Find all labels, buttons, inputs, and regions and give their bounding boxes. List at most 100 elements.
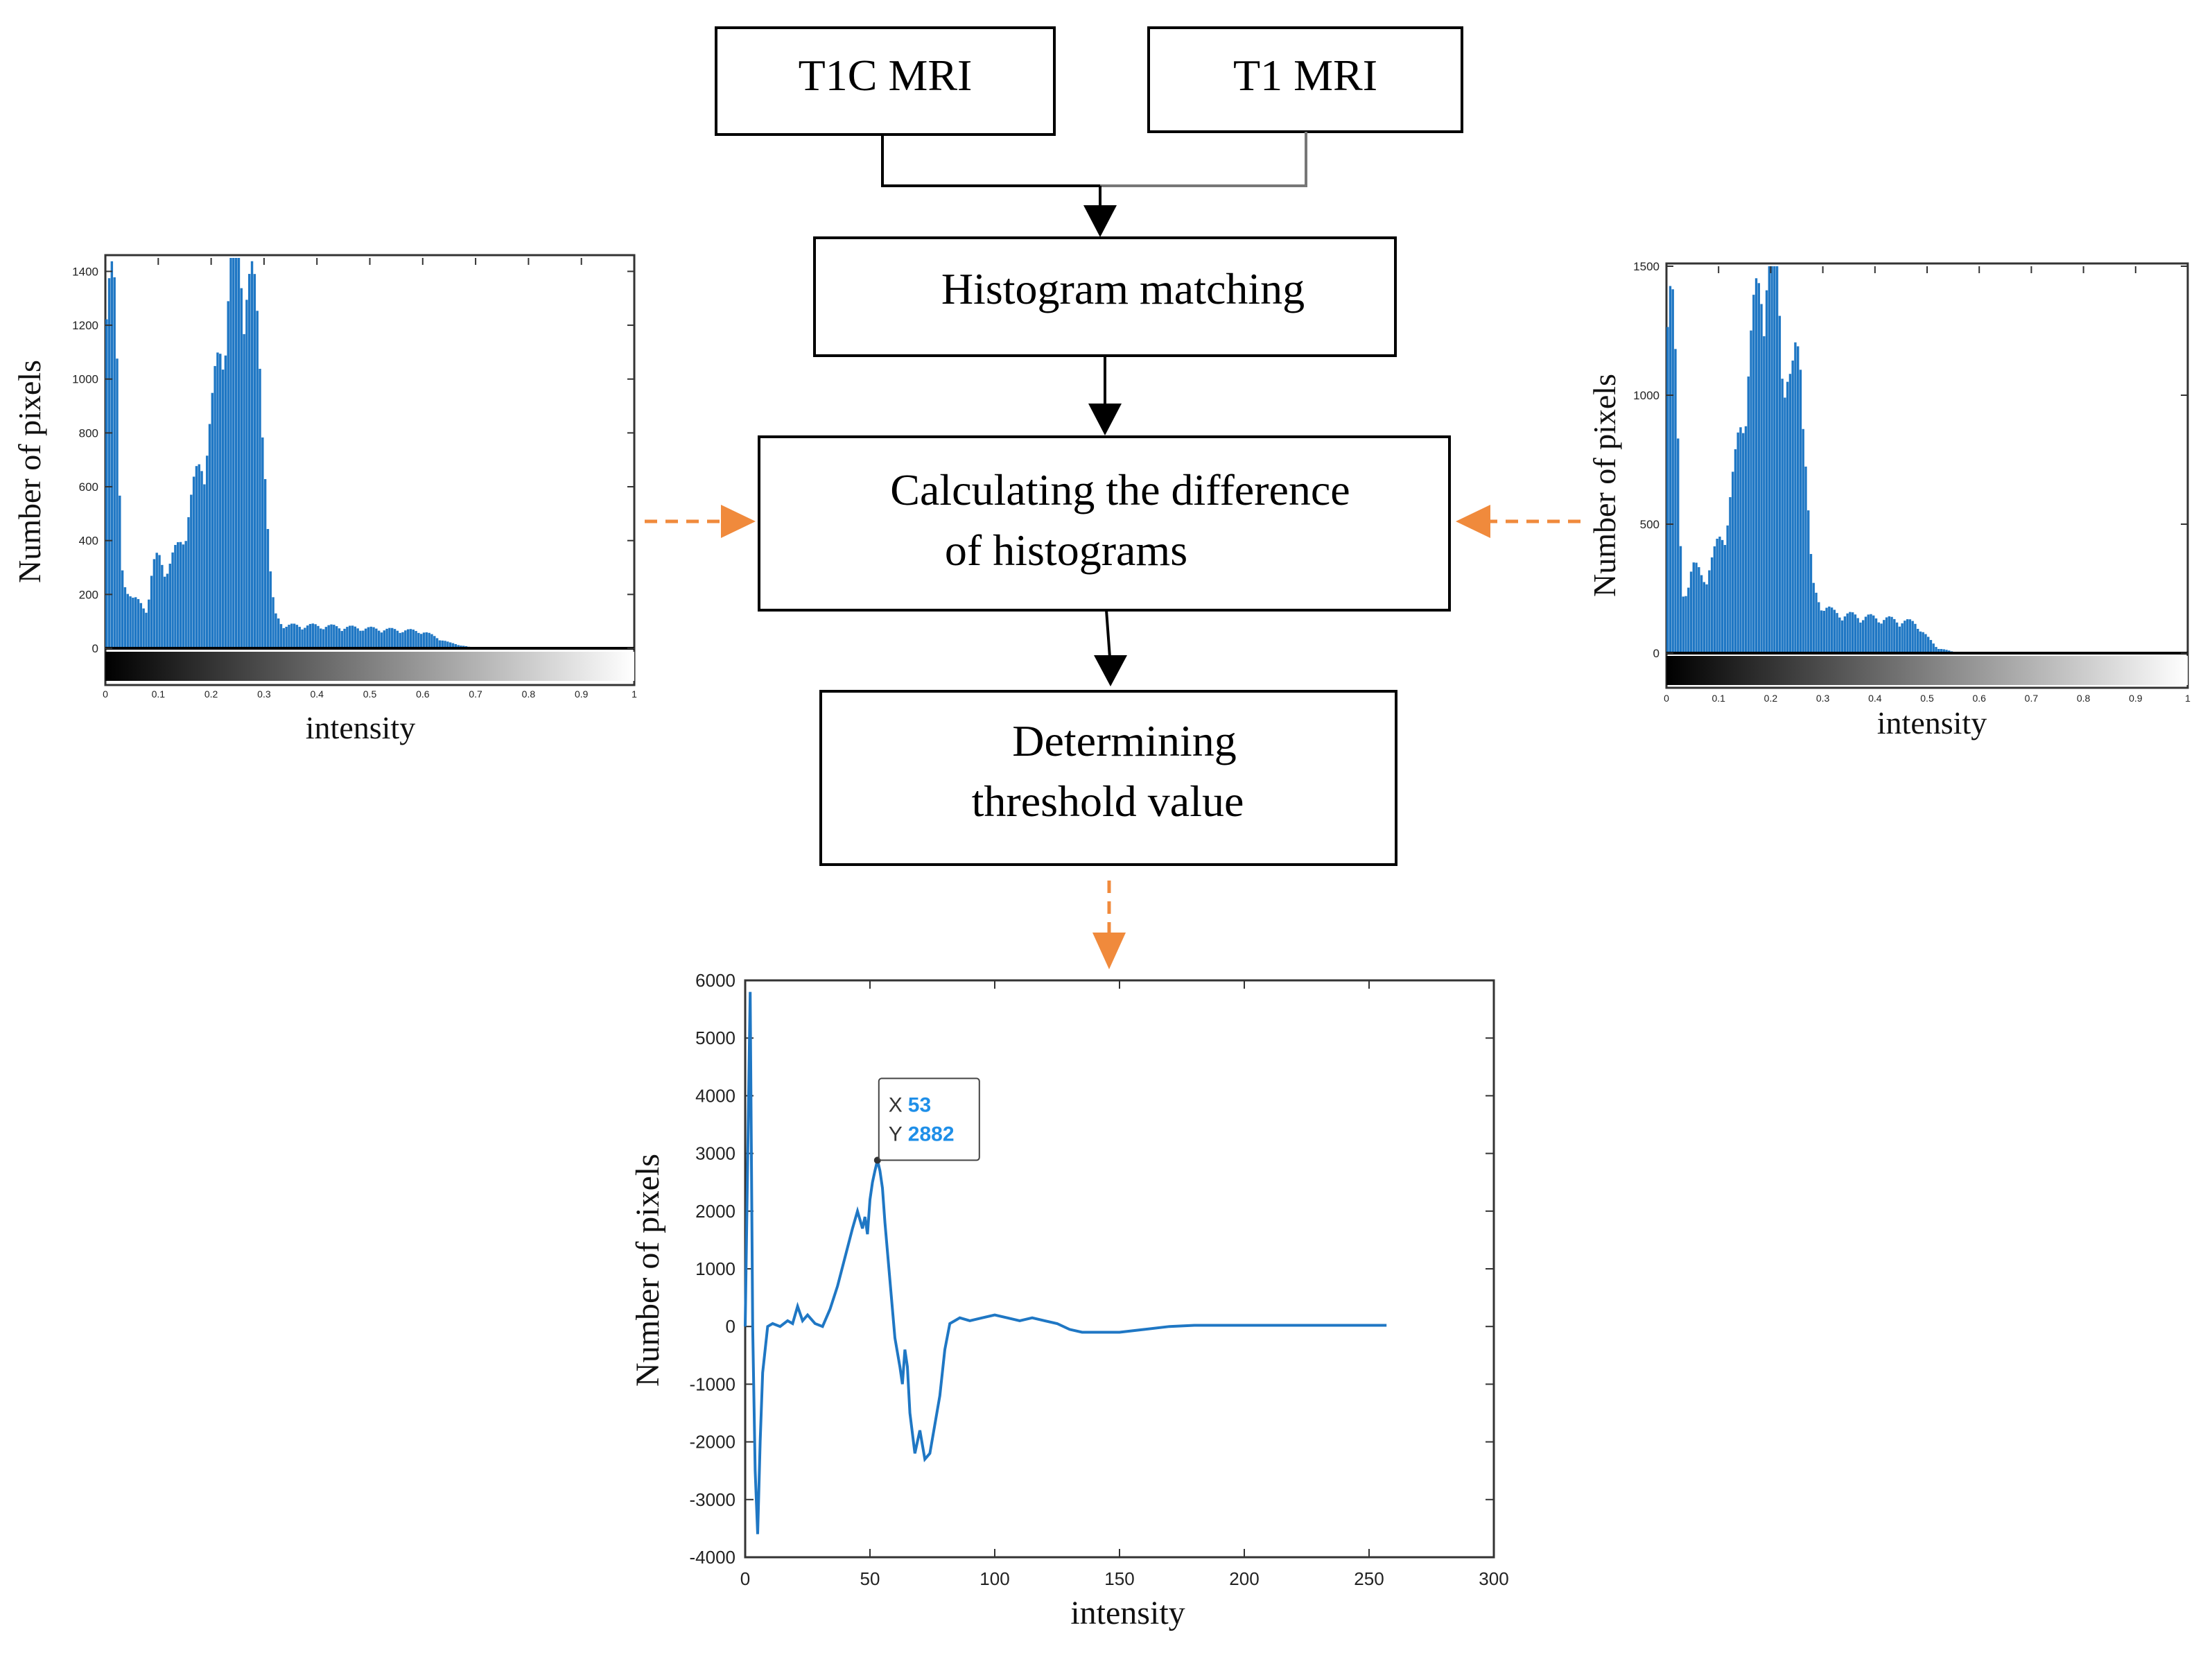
histogram-bar	[1883, 620, 1886, 653]
arrow-down-icon	[1088, 404, 1122, 435]
histogram-bar	[277, 618, 280, 648]
histogram-bar	[171, 552, 174, 648]
histogram-bar	[1916, 628, 1919, 653]
histogram-bar	[1708, 570, 1711, 653]
histogram-bar	[364, 628, 367, 648]
histogram-bar	[340, 631, 343, 648]
histogram-bar	[1919, 631, 1922, 653]
histogram-bar	[430, 634, 433, 648]
y-tick-label: 0	[1653, 647, 1660, 660]
histogram-bar	[1784, 397, 1786, 653]
histogram-bar	[375, 628, 378, 648]
difference-plot: -4000-3000-2000-100001000200030004000500…	[629, 970, 1509, 1631]
histogram-bar	[256, 311, 259, 648]
histogram-left-ylabel: Number of pixels	[12, 360, 47, 583]
datatip: X 53 Y 2882	[873, 1077, 980, 1164]
histogram-bar	[438, 640, 442, 648]
histogram-bar	[1794, 342, 1797, 653]
histogram-bar	[1888, 616, 1890, 653]
box-t1c-mri-label: T1C MRI	[799, 51, 973, 100]
histogram-bar	[1713, 546, 1716, 653]
histogram-bar	[290, 623, 293, 648]
histogram-bar	[417, 632, 420, 648]
y-tick-label: 1000	[695, 1258, 735, 1279]
y-tick-label: 1000	[72, 373, 98, 386]
histogram-bar	[275, 613, 277, 648]
histogram-bar	[457, 645, 460, 648]
histogram-bar	[1867, 614, 1870, 653]
histogram-bar	[1804, 466, 1807, 653]
histogram-bar	[1666, 327, 1669, 653]
histogram-bar	[1885, 617, 1888, 653]
x-tick-label: 1	[632, 688, 637, 700]
histogram-bar	[362, 630, 365, 648]
histogram-bar	[1732, 471, 1734, 653]
histogram-bar	[399, 632, 401, 648]
histogram-bar	[1729, 497, 1732, 653]
histogram-bar	[1677, 438, 1680, 653]
histogram-bar	[153, 559, 156, 648]
y-tick-label: 6000	[695, 970, 735, 991]
histogram-bar	[1705, 584, 1708, 653]
histogram-bar	[1851, 612, 1854, 653]
histogram-bar	[1908, 619, 1912, 653]
histogram-bar	[354, 626, 357, 648]
histogram-bar	[1752, 295, 1755, 653]
histogram-right-colorbar	[1666, 656, 2188, 685]
histogram-bar	[166, 573, 169, 648]
histogram-bar	[1942, 649, 1945, 653]
x-tick-label: 0.7	[2025, 693, 2039, 704]
box-t1-mri: T1 MRI	[1147, 26, 1463, 133]
histogram-bar	[1763, 336, 1766, 653]
histogram-bar	[219, 354, 222, 648]
histogram-bar	[179, 541, 182, 648]
histogram-bar	[451, 643, 455, 648]
difference-plot-series-line	[744, 991, 1387, 1534]
histogram-bar	[1797, 346, 1800, 653]
histogram-bar	[107, 278, 111, 648]
histogram-bar	[245, 300, 248, 648]
histogram-bar	[1674, 349, 1677, 653]
histogram-bar	[1830, 607, 1834, 653]
x-tick-label: 300	[1479, 1568, 1508, 1589]
box-difference-line1: Calculating the difference	[890, 465, 1350, 514]
y-tick-label: 500	[1640, 518, 1660, 531]
y-tick-label: 5000	[695, 1028, 735, 1048]
datatip-x-key: X	[889, 1093, 903, 1116]
histogram-bar	[261, 437, 264, 648]
histogram-bar	[1828, 606, 1831, 653]
histogram-bar	[248, 274, 251, 648]
histogram-bar	[174, 544, 177, 648]
histogram-bar	[1935, 647, 1937, 653]
histogram-bar	[1927, 636, 1930, 653]
histogram-bar	[1890, 616, 1893, 653]
difference-plot-frame	[744, 979, 1495, 1559]
box-determining-threshold: Determining threshold value	[819, 690, 1397, 866]
histogram-bar	[1893, 618, 1896, 653]
histogram-bar	[425, 632, 428, 648]
histogram-bar	[377, 630, 381, 648]
histogram-left-yticks: 0 200 400 600 800 1000 1200 1400	[72, 265, 634, 655]
histogram-right-bars	[1666, 266, 1979, 654]
histogram-right-xticks: 0 0.1 0.2 0.3 0.4 0.5 0.6 0.7 0.8 0.9 1	[1664, 266, 2191, 704]
histogram-bar	[1788, 374, 1792, 653]
histogram-bar	[105, 319, 108, 648]
histogram-bar	[1723, 545, 1727, 653]
histogram-bar	[232, 258, 235, 648]
histogram-left-colorbar	[105, 652, 634, 681]
histogram-bar	[1775, 266, 1779, 653]
box-difference-line2: of histograms	[945, 526, 1187, 575]
histogram-bar	[1862, 620, 1865, 653]
histogram-bar	[1768, 266, 1771, 653]
x-tick-label: 0.5	[363, 688, 377, 700]
histogram-bar	[198, 464, 200, 648]
histogram-bar	[205, 456, 209, 648]
x-tick-label: 0.9	[2129, 693, 2143, 704]
histogram-bar	[1778, 315, 1782, 653]
histogram-bar	[1781, 379, 1784, 653]
histogram-bar	[412, 630, 415, 648]
y-tick-label: 0	[726, 1316, 735, 1337]
histogram-bar	[348, 625, 351, 648]
x-tick-label: 200	[1229, 1568, 1259, 1589]
histogram-bar	[295, 625, 299, 648]
